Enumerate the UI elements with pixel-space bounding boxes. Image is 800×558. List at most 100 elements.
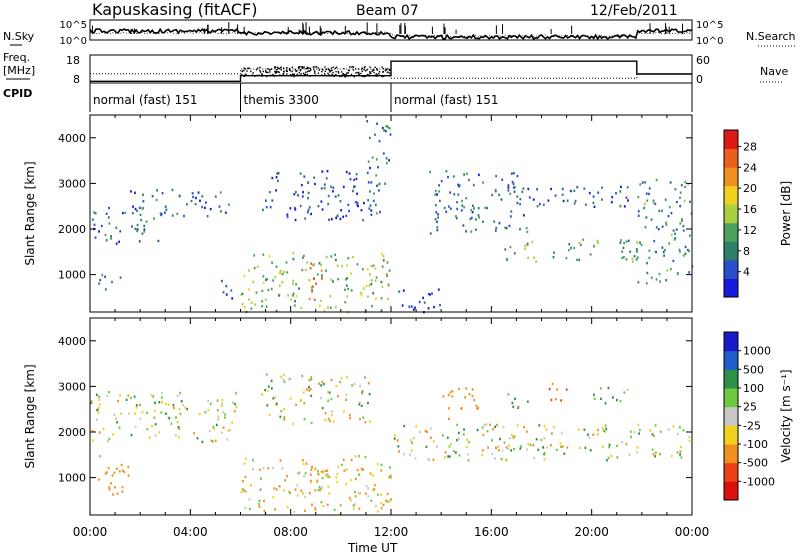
power-cell: [688, 249, 690, 253]
power-cell: [335, 216, 338, 220]
freq-sample: [350, 74, 353, 77]
velocity-cell: [119, 394, 121, 397]
velocity-cell: [415, 425, 418, 428]
power-cell: [262, 253, 265, 256]
freq-sample: [304, 73, 307, 75]
power-cell: [665, 223, 668, 226]
velocity-cell: [526, 448, 528, 451]
velocity-cell: [373, 488, 376, 491]
freq-sample: [369, 72, 372, 74]
freq-sample: [382, 67, 385, 70]
power-cell: [460, 209, 463, 212]
velocity-cell: [432, 439, 435, 443]
power-cell: [414, 306, 416, 309]
power-cell: [279, 272, 282, 275]
power-cell: [321, 208, 324, 211]
power-cell: [683, 199, 686, 203]
power-cell: [304, 268, 307, 272]
freq-sample: [375, 75, 377, 77]
power-cell: [385, 161, 388, 165]
velocity-cell: [419, 430, 421, 434]
velocity-cell: [458, 431, 460, 435]
velocity-cell: [466, 438, 468, 441]
freq-sample: [376, 75, 378, 77]
power-cell: [648, 192, 650, 196]
power-cell: [320, 269, 323, 272]
velocity-cell: [178, 408, 181, 411]
velocity-cell: [413, 436, 415, 440]
freq-sample: [293, 75, 295, 78]
power-cell: [597, 191, 600, 194]
freq-sample: [294, 69, 296, 71]
velocity-colorbar-tick-label: 100: [743, 382, 764, 395]
power-colorbar-tick-label: 16: [743, 203, 757, 216]
velocity-colorbar-swatch: [724, 350, 738, 370]
freq-sample: [335, 66, 338, 68]
velocity-cell: [320, 500, 323, 504]
freq-sample: [324, 73, 326, 75]
freq-sample: [382, 70, 385, 73]
power-cell: [225, 293, 228, 296]
velocity-colorbar-swatch: [724, 332, 738, 352]
power-cell: [370, 264, 373, 268]
power-cell: [352, 189, 354, 193]
power-cell: [231, 297, 234, 300]
velocity-cell: [95, 393, 98, 396]
power-cell: [307, 181, 310, 184]
velocity-cell: [473, 398, 476, 402]
velocity-cell: [516, 424, 519, 427]
power-cell: [636, 241, 638, 244]
power-cell: [228, 203, 230, 206]
power-cell: [369, 273, 371, 276]
time-tick-label: 04:00: [173, 525, 208, 539]
freq-sample: [300, 66, 303, 68]
velocity-cell: [135, 406, 138, 409]
power-cell: [456, 207, 459, 211]
freq-sample: [314, 72, 316, 74]
power-cell: [340, 209, 342, 212]
freq-sample: [337, 70, 340, 73]
power-cell: [309, 267, 312, 270]
power-cell: [687, 248, 689, 252]
velocity-cell: [636, 446, 639, 449]
power-cell: [156, 189, 158, 192]
power-cell: [323, 183, 326, 186]
power-cell: [562, 199, 565, 203]
power-cell: [434, 189, 437, 193]
velocity-cell: [154, 409, 156, 413]
power-cell: [689, 200, 691, 203]
velocity-cell: [232, 401, 234, 405]
velocity-cell: [244, 475, 247, 479]
power-cell: [94, 236, 97, 239]
velocity-cell: [321, 407, 324, 410]
velocity-cell: [282, 489, 285, 492]
freq-sample: [332, 71, 334, 74]
power-cell: [431, 292, 433, 295]
power-cell: [438, 190, 440, 193]
freq-sample: [291, 70, 293, 73]
velocity-cell: [364, 376, 366, 379]
velocity-cell: [560, 431, 563, 435]
power-cell: [303, 175, 306, 178]
freq-sample: [261, 75, 263, 77]
power-cell: [684, 185, 686, 189]
power-cell: [375, 276, 378, 279]
power-cell: [567, 248, 570, 252]
power-cell: [214, 195, 217, 198]
freq-sample: [345, 74, 347, 76]
velocity-cell: [217, 415, 220, 418]
freq-sample: [273, 75, 275, 77]
velocity-cell: [186, 407, 189, 411]
power-cell: [312, 285, 314, 288]
power-cell: [593, 245, 595, 248]
power-cell: [261, 289, 264, 293]
power-colorbar-frame: [723, 129, 739, 298]
power-cell: [321, 274, 323, 277]
velocity-cell: [444, 456, 446, 459]
power-cell: [438, 184, 441, 187]
power-cell: [367, 160, 370, 163]
power-cell: [463, 173, 465, 176]
velocity-cell: [667, 428, 670, 431]
velocity-cell: [98, 478, 100, 481]
power-cell: [275, 189, 277, 192]
